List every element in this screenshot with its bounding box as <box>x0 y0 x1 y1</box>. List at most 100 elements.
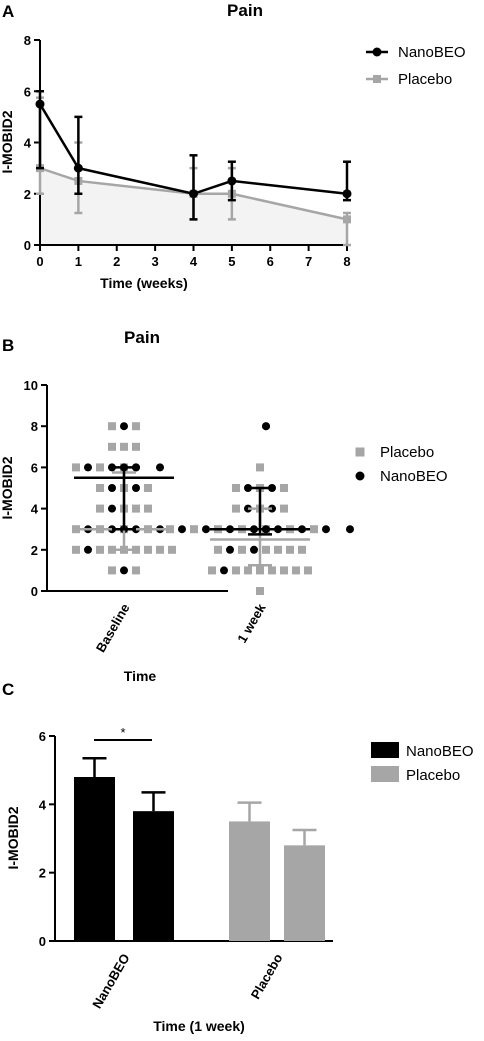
y-tick-label: 2 <box>24 187 31 202</box>
data-point <box>96 545 104 554</box>
y-tick-label: 2 <box>39 866 46 881</box>
y-tick-label: 4 <box>31 502 39 517</box>
panel-c-significance: * <box>94 725 152 741</box>
panel-c-series <box>74 756 325 941</box>
data-point <box>304 566 312 575</box>
data-point <box>292 566 300 575</box>
y-tick-label: 0 <box>31 584 38 599</box>
y-tick-label: 8 <box>24 33 31 48</box>
series-nanobeo <box>35 90 352 221</box>
y-tick-label: 6 <box>39 729 46 744</box>
data-point <box>322 525 330 534</box>
x-tick-label: 8 <box>343 254 350 269</box>
data-point <box>108 504 116 513</box>
data-point <box>214 545 222 554</box>
bar <box>284 845 325 941</box>
data-point <box>256 463 264 472</box>
panel-b-ticks: 0 2 4 6 8 10 Baseline 1 week <box>24 378 269 655</box>
x-tick-label: 3 <box>152 254 159 269</box>
x-tick-label: 6 <box>267 254 274 269</box>
bar <box>133 811 174 941</box>
x-tick-label: Placebo <box>248 951 286 1002</box>
data-point <box>144 484 152 492</box>
data-point <box>274 545 282 554</box>
significance-star: * <box>120 725 125 740</box>
y-tick-label: 10 <box>24 378 38 393</box>
data-point <box>262 545 270 554</box>
series-placebo <box>229 801 325 941</box>
data-point <box>96 504 104 513</box>
panel-b-title: Pain <box>124 328 160 347</box>
legend-marker <box>355 471 365 481</box>
data-point <box>189 189 198 199</box>
data-point <box>226 545 234 554</box>
legend-marker <box>372 47 382 57</box>
data-point <box>343 215 351 224</box>
data-point <box>144 545 152 554</box>
panel-c-letter: C <box>2 680 14 699</box>
panel-b: B Pain 0 2 4 6 8 10 Baseline 1 week Time I-MOBI… <box>0 328 448 684</box>
panel-b-xlabel: Time <box>124 668 157 684</box>
data-point <box>132 566 140 575</box>
panel-c-xlabel: Time (1 week) <box>153 1018 245 1034</box>
panel-c-ylabel: I-MOBID2 <box>5 806 21 869</box>
panel-a-xlabel: Time (weeks) <box>100 275 188 291</box>
panel-a: A Pain 0 1 2 3 4 5 6 7 8 0 2 4 6 8 Time (weeks) I-MOB… <box>0 1 466 291</box>
data-point <box>342 189 352 199</box>
data-point <box>256 587 264 595</box>
data-point <box>132 442 140 451</box>
x-tick-label: 1 <box>75 254 82 269</box>
panel-a-legend: NanoBEO Placebo <box>366 44 466 88</box>
series-nanobeo <box>74 756 174 941</box>
data-point <box>96 463 104 472</box>
data-point <box>256 566 264 575</box>
data-point <box>190 525 198 534</box>
data-point <box>238 545 246 554</box>
x-tick-label: 0 <box>36 254 43 269</box>
data-point <box>120 422 128 431</box>
data-point <box>168 545 176 554</box>
data-point <box>132 422 140 431</box>
data-point <box>132 484 140 492</box>
legend-label: NanoBEO <box>380 468 448 485</box>
y-tick-label: 4 <box>24 136 32 151</box>
y-tick-label: 8 <box>31 419 38 434</box>
data-point <box>178 525 186 534</box>
data-point <box>84 463 92 472</box>
data-point <box>346 525 354 534</box>
data-point <box>72 463 80 472</box>
data-point <box>156 545 164 554</box>
y-tick-label: 0 <box>24 238 31 253</box>
data-point <box>73 163 83 173</box>
data-point <box>280 566 288 575</box>
panel-a-ticks: 0 1 2 3 4 5 6 7 8 0 2 4 6 8 <box>24 33 351 269</box>
data-point <box>262 422 270 431</box>
data-point <box>280 484 288 492</box>
data-point <box>84 545 92 554</box>
panel-b-legend: Placebo NanoBEO <box>355 444 448 485</box>
panel-a-series <box>35 90 352 247</box>
x-tick-label: 4 <box>190 254 198 269</box>
data-point <box>108 566 116 575</box>
legend-swatch <box>371 742 399 758</box>
x-tick-label: 5 <box>228 254 235 269</box>
bar <box>74 777 115 941</box>
legend-swatch <box>371 766 399 782</box>
panel-b-letter: B <box>2 336 14 355</box>
y-tick-label: 0 <box>39 934 46 949</box>
x-tick-label: 2 <box>113 254 120 269</box>
data-point <box>156 463 164 472</box>
legend-label: NanoBEO <box>406 743 474 760</box>
data-point <box>108 442 116 451</box>
legend-marker <box>355 447 365 457</box>
data-point <box>108 422 116 431</box>
legend-label: Placebo <box>406 767 460 784</box>
panel-b-ylabel: I-MOBID2 <box>0 456 15 519</box>
panel-c: C 0 2 4 6 NanoBEO Placebo * Time (1 week) I-M… <box>2 680 474 1034</box>
x-tick-label: 7 <box>305 254 312 269</box>
data-point <box>298 545 306 554</box>
data-point <box>35 99 45 109</box>
data-point <box>232 484 240 492</box>
data-point <box>220 566 228 575</box>
